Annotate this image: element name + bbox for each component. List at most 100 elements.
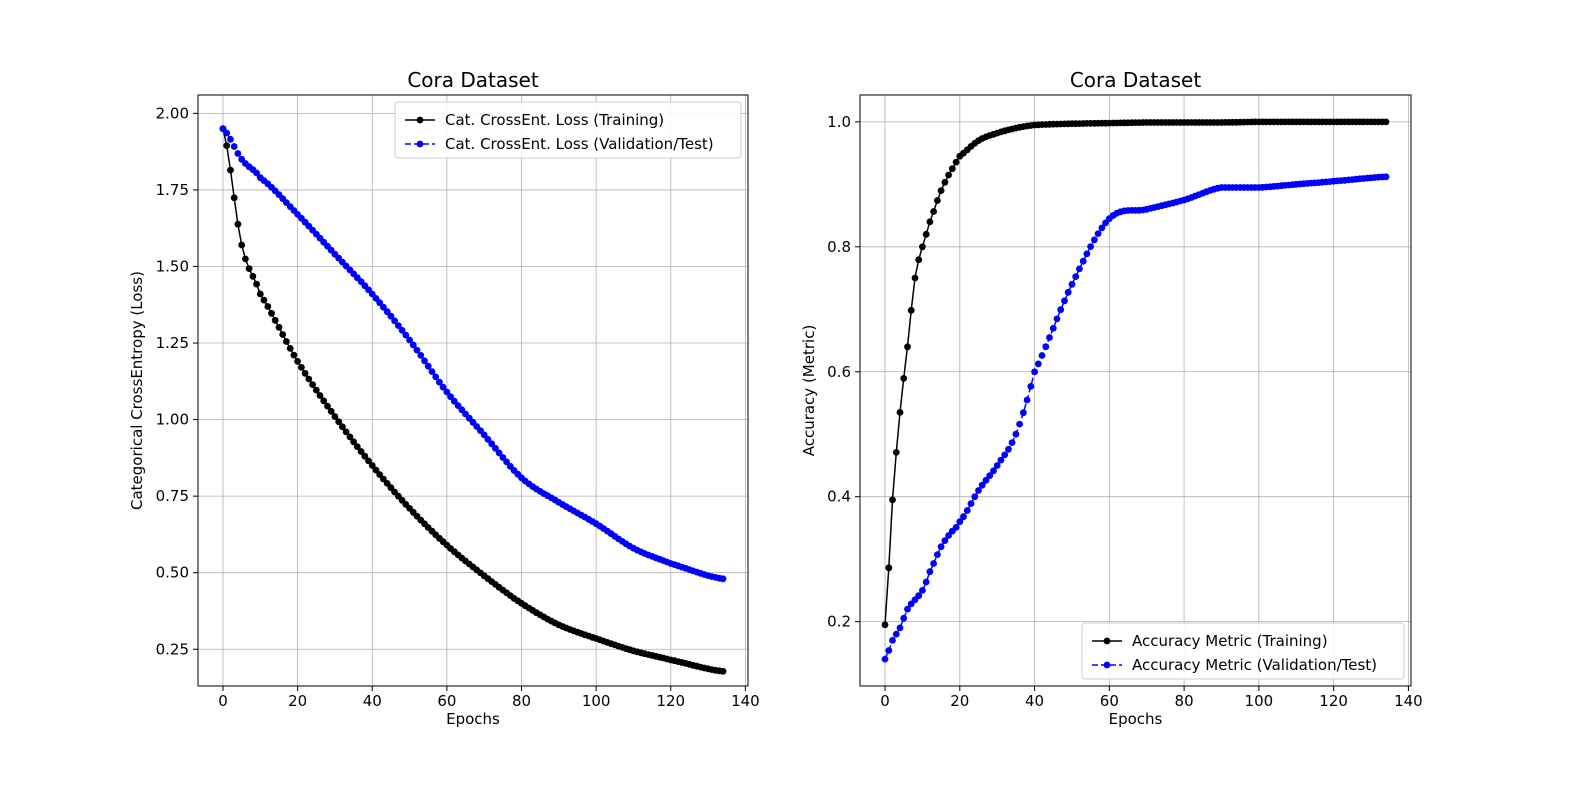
data-point — [956, 518, 964, 526]
x-tick-label: 140 — [731, 692, 760, 710]
data-point — [896, 409, 904, 416]
x-tick-label: 20 — [950, 692, 969, 710]
data-point — [1020, 409, 1027, 417]
data-point — [283, 338, 290, 345]
data-point — [1016, 420, 1023, 428]
data-point — [911, 274, 919, 282]
data-point — [945, 171, 952, 179]
data-point — [380, 475, 387, 483]
data-point — [1061, 297, 1068, 305]
data-point — [1012, 430, 1020, 438]
x-tick-label: 100 — [1245, 692, 1274, 710]
data-point — [495, 449, 503, 457]
data-point — [889, 637, 896, 644]
data-point — [305, 375, 313, 383]
data-point — [993, 462, 1001, 469]
data-point — [342, 428, 350, 436]
data-point — [1091, 236, 1098, 244]
data-point — [934, 197, 941, 204]
data-point — [353, 443, 361, 451]
y-tick-label: 1.25 — [156, 334, 189, 352]
data-point — [350, 438, 357, 446]
data-point — [904, 343, 911, 351]
data-point — [978, 481, 986, 489]
x-axis-label: Epochs — [446, 710, 500, 728]
y-axis-label: Categorical CrossEntropy (Loss) — [128, 271, 146, 510]
data-point — [1076, 265, 1083, 273]
data-point — [1382, 173, 1390, 181]
data-point — [915, 592, 923, 600]
data-point — [986, 472, 994, 479]
data-point — [238, 241, 246, 249]
data-point — [339, 423, 346, 431]
data-point — [1034, 360, 1042, 368]
x-tick-label: 60 — [437, 692, 456, 710]
x-axis-label: Epochs — [1109, 710, 1163, 728]
data-point — [294, 358, 301, 365]
data-point — [268, 309, 275, 317]
y-tick-label: 0.25 — [156, 640, 189, 658]
data-point — [885, 647, 893, 654]
data-point — [227, 166, 234, 174]
data-point — [907, 306, 915, 314]
data-point — [376, 299, 384, 307]
y-tick-label: 0.2 — [827, 613, 851, 631]
data-point — [383, 308, 391, 316]
data-point — [896, 624, 904, 632]
data-point — [368, 462, 376, 469]
legend-box — [1081, 622, 1405, 680]
data-point — [234, 150, 242, 157]
data-point — [719, 667, 727, 675]
data-point — [960, 513, 967, 521]
data-point — [242, 255, 249, 263]
data-point — [335, 418, 343, 426]
data-point — [926, 218, 934, 226]
y-tick-label: 1.50 — [156, 257, 189, 275]
x-tick-label: 0 — [218, 692, 228, 710]
data-point — [312, 386, 320, 394]
data-point — [990, 467, 997, 475]
y-tick-label: 1.00 — [156, 411, 189, 429]
legend-marker — [416, 140, 424, 148]
data-point — [1064, 288, 1072, 296]
data-point — [316, 392, 324, 399]
data-point — [286, 345, 294, 352]
data-point — [1023, 396, 1031, 404]
data-point — [1008, 439, 1016, 446]
x-tick-label: 120 — [1319, 692, 1348, 710]
y-tick-label: 1.0 — [827, 113, 851, 131]
legend-marker — [1103, 661, 1111, 669]
series-2 — [219, 125, 727, 583]
data-point — [331, 413, 339, 420]
data-point — [1049, 324, 1057, 332]
data-point — [1027, 383, 1035, 390]
data-point — [926, 568, 934, 576]
series-1 — [881, 118, 1390, 629]
data-point — [432, 373, 440, 381]
data-point — [230, 143, 238, 150]
legend-marker — [416, 116, 424, 124]
y-tick-label: 1.75 — [156, 181, 189, 199]
data-point — [421, 357, 428, 365]
data-point — [298, 364, 305, 371]
data-point — [372, 466, 380, 474]
data-point — [245, 265, 253, 272]
data-point — [963, 507, 971, 514]
data-point — [387, 312, 395, 320]
data-point — [937, 543, 945, 551]
x-tick-label: 0 — [880, 692, 890, 710]
data-point — [900, 375, 908, 382]
y-tick-label: 0.75 — [156, 487, 189, 505]
data-point — [327, 407, 335, 415]
data-point — [1005, 445, 1012, 453]
data-point — [971, 493, 979, 501]
data-point — [309, 381, 316, 388]
data-point — [406, 336, 413, 344]
data-point — [1079, 257, 1087, 265]
data-point — [919, 243, 926, 251]
data-point — [346, 433, 354, 441]
data-point — [230, 194, 238, 202]
y-tick-label: 0.8 — [827, 238, 851, 256]
data-point — [1098, 224, 1106, 232]
data-point — [492, 444, 499, 452]
